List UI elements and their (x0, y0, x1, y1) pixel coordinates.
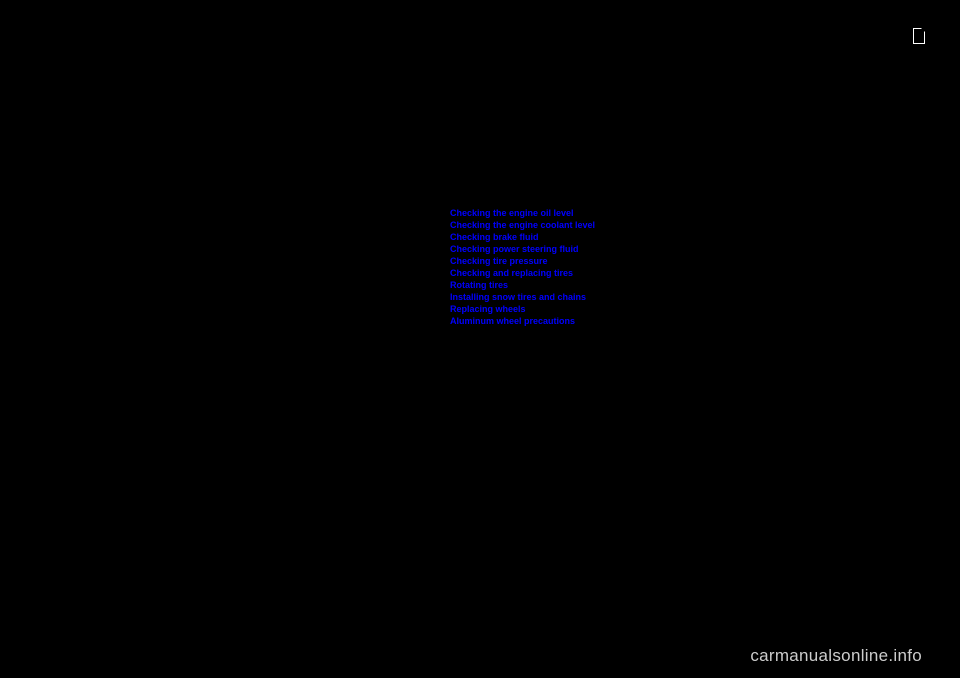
table-of-contents: Checking the engine oil level Checking t… (450, 207, 595, 327)
toc-link-aluminum-wheel[interactable]: Aluminum wheel precautions (450, 315, 595, 327)
toc-link-rotating-tires[interactable]: Rotating tires (450, 279, 595, 291)
toc-link-brake-fluid[interactable]: Checking brake fluid (450, 231, 595, 243)
watermark-text: carmanualsonline.info (750, 646, 922, 666)
toc-link-replacing-tires[interactable]: Checking and replacing tires (450, 267, 595, 279)
toc-link-snow-tires[interactable]: Installing snow tires and chains (450, 291, 595, 303)
toc-link-engine-oil[interactable]: Checking the engine oil level (450, 207, 595, 219)
toc-link-tire-pressure[interactable]: Checking tire pressure (450, 255, 595, 267)
toc-link-replacing-wheels[interactable]: Replacing wheels (450, 303, 595, 315)
page-fold-icon (913, 28, 925, 44)
toc-link-engine-coolant[interactable]: Checking the engine coolant level (450, 219, 595, 231)
toc-link-power-steering[interactable]: Checking power steering fluid (450, 243, 595, 255)
